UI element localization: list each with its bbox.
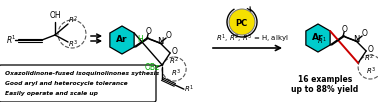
Text: Easily operate and scale up: Easily operate and scale up bbox=[5, 90, 98, 95]
Text: H: H bbox=[137, 34, 143, 43]
Circle shape bbox=[229, 9, 255, 35]
Text: $R^1$: $R^1$ bbox=[6, 34, 16, 46]
Text: Oxazolidinone-fused isoquinolinones sythesis: Oxazolidinone-fused isoquinolinones syth… bbox=[5, 70, 159, 75]
Text: N: N bbox=[353, 35, 359, 44]
FancyBboxPatch shape bbox=[0, 65, 156, 102]
Text: O: O bbox=[341, 24, 347, 33]
Text: 16 examples: 16 examples bbox=[298, 75, 352, 84]
Text: $R^2$: $R^2$ bbox=[169, 55, 179, 67]
Text: $R^3$: $R^3$ bbox=[366, 65, 376, 77]
Text: $R^2$: $R^2$ bbox=[364, 52, 374, 64]
Text: OH: OH bbox=[49, 11, 61, 19]
Text: PC: PC bbox=[235, 18, 247, 28]
Text: N: N bbox=[157, 38, 163, 47]
Text: $R^2$: $R^2$ bbox=[68, 14, 78, 26]
Text: $R^3$: $R^3$ bbox=[68, 38, 78, 50]
Text: up to 88% yield: up to 88% yield bbox=[291, 85, 359, 94]
Text: Ar: Ar bbox=[116, 35, 128, 44]
Text: $R^3$: $R^3$ bbox=[171, 67, 181, 79]
Text: O: O bbox=[145, 27, 151, 35]
Text: O: O bbox=[165, 30, 171, 39]
Text: $R^1$, $R^2$, $R^3$ = H, alkyl: $R^1$, $R^2$, $R^3$ = H, alkyl bbox=[216, 33, 288, 45]
Text: $R^1$: $R^1$ bbox=[184, 84, 194, 95]
Text: Good aryl and heterocycle tolerance: Good aryl and heterocycle tolerance bbox=[5, 80, 128, 85]
Text: O: O bbox=[171, 47, 177, 55]
Polygon shape bbox=[110, 26, 134, 54]
Text: O: O bbox=[361, 28, 367, 38]
Text: O: O bbox=[367, 44, 373, 54]
Polygon shape bbox=[306, 24, 330, 52]
Text: $R^1$: $R^1$ bbox=[317, 35, 327, 47]
Text: Ar: Ar bbox=[312, 33, 324, 43]
Text: OBz: OBz bbox=[144, 64, 160, 73]
